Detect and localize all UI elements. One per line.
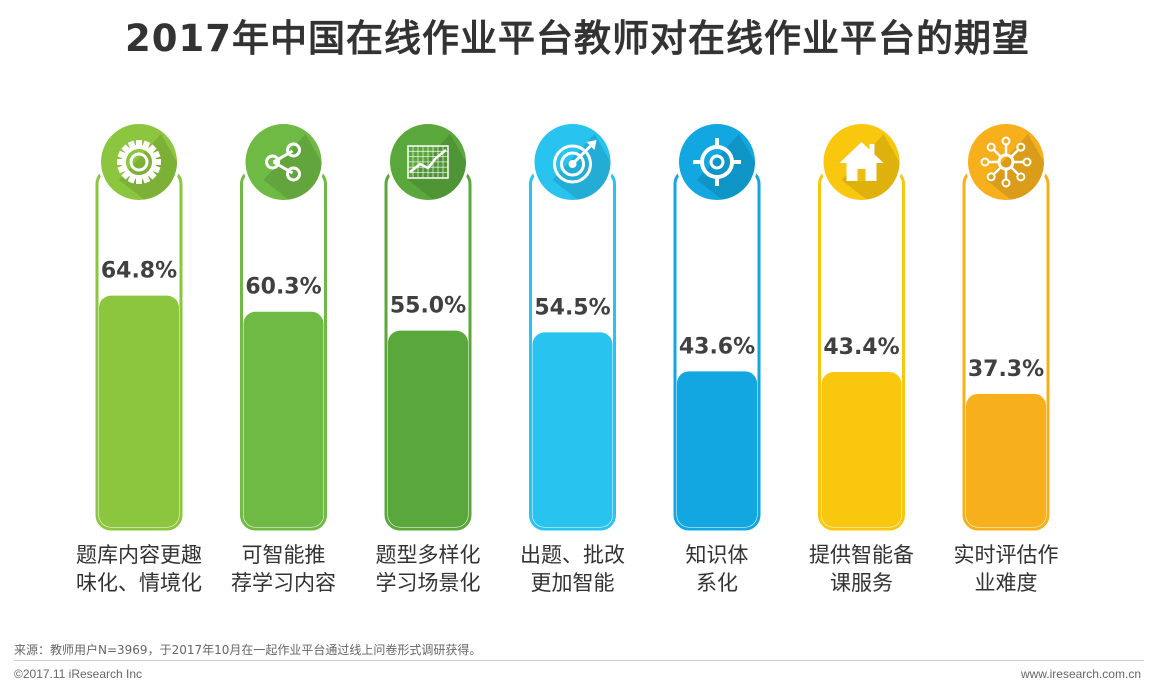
bar [243,311,324,527]
bar [99,295,179,527]
category-label: 知识体 [686,543,749,567]
footer-divider [14,660,1144,661]
bar [532,332,613,527]
category-label: 实时评估作 [954,543,1059,567]
category-label: 荐学习内容 [231,571,336,595]
data-label: 55.0% [390,294,466,319]
grid-chart-icon [387,121,469,203]
target-arrow-icon [531,121,614,203]
category-label: 题型多样化 [376,543,481,567]
network-icon [965,121,1047,203]
bar [388,330,468,527]
share-icon [242,121,325,203]
category-label: 题库内容更趣 [76,543,202,567]
data-label: 54.5% [534,295,610,320]
category-label: 提供智能备 [809,543,914,567]
data-label: 37.3% [968,357,1044,382]
category-label: 出题、批改 [520,543,625,567]
bar [821,372,902,527]
category-label: 学习场景化 [376,571,481,595]
crosshair-icon [676,121,758,203]
bar [966,393,1046,527]
data-label: 64.8% [101,259,177,284]
data-label: 60.3% [245,275,321,300]
copyright-text: ©2017.11 iResearch Inc [14,667,143,681]
category-label: 系化 [696,571,738,595]
category-label: 课服务 [830,571,893,595]
chart-title: 2017年中国在线作业平台教师对在线作业平台的期望 [125,17,1030,60]
data-label: 43.6% [679,334,755,359]
house-icon [820,121,903,203]
category-label: 业难度 [975,571,1038,595]
website-text: www.iresearch.com.cn [1020,667,1141,681]
source-note: 来源：教师用户N=3969，于2017年10月在一起作业平台通过线上问卷形式调研… [14,643,482,657]
category-label: 更加智能 [531,571,615,595]
data-label: 43.4% [823,335,899,360]
category-label: 可智能推 [242,543,326,567]
bar [677,371,757,527]
category-label: 味化、情境化 [76,571,202,595]
gear-icon [98,121,180,203]
